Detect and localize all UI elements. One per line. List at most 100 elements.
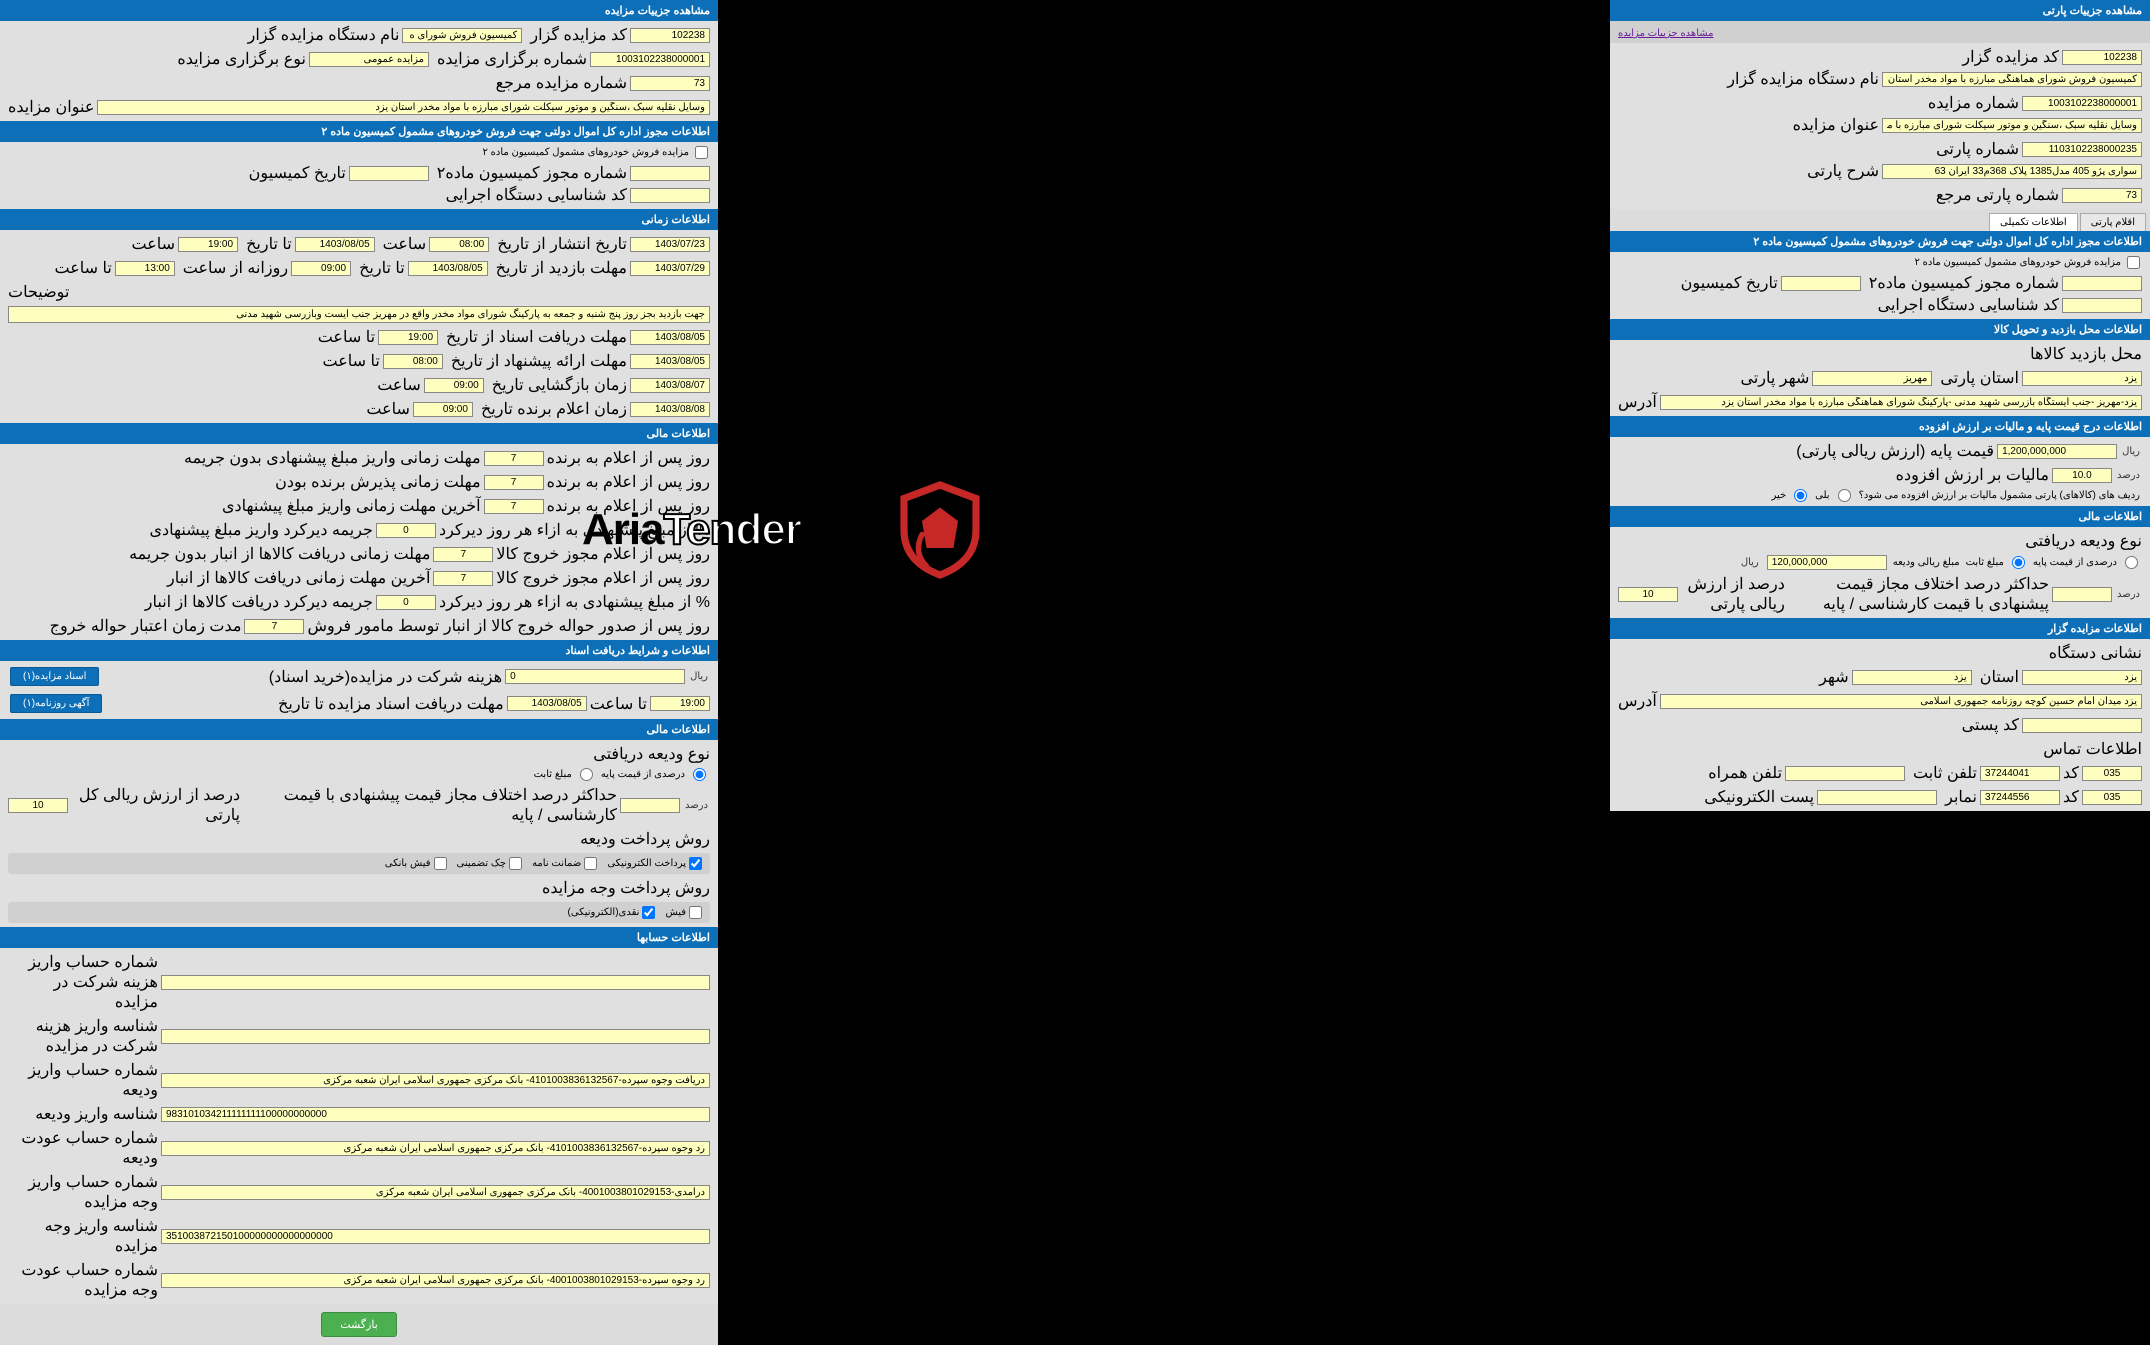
fld-party-no[interactable] [2022, 142, 2142, 157]
fin-fld-4[interactable] [433, 547, 493, 562]
lbl-open-date: زمان بازگشایی تاریخ [492, 375, 627, 395]
l-radio-pct[interactable] [693, 768, 706, 781]
unit-pct2: درصد [2117, 589, 2140, 600]
fld-acct-fee-id[interactable] [161, 1029, 710, 1044]
fld-vat[interactable] [2052, 468, 2112, 483]
fld-org[interactable] [1882, 72, 2142, 87]
details-link[interactable]: مشاهده جزییات مزایده [1618, 28, 1714, 39]
fld-code1[interactable] [2082, 766, 2142, 781]
fld-deposit-id[interactable] [161, 1107, 710, 1122]
radio-pct[interactable] [2125, 556, 2138, 569]
l-fld-ref[interactable] [630, 76, 710, 91]
fld-max-diff-l[interactable] [620, 798, 680, 813]
lbl-daily-from: روزانه از ساعت [183, 258, 288, 278]
fld-province[interactable] [2022, 371, 2142, 386]
fld-doc-deadline-date[interactable] [507, 696, 587, 711]
fld-postal[interactable] [2022, 718, 2142, 733]
btn-news[interactable]: آگهی روزنامه(۱) [10, 694, 102, 713]
fld-lic-date[interactable] [1781, 276, 1861, 291]
fin-fld-7[interactable] [244, 619, 304, 634]
fld-party-desc[interactable] [1882, 164, 2142, 179]
fld-pct-party[interactable] [8, 798, 68, 813]
tab-info[interactable]: اطلاعات تکمیلی [1989, 213, 2078, 231]
fld-max-diff[interactable] [1618, 587, 1678, 602]
fld-acct-fee-no[interactable] [161, 975, 710, 990]
l-fld-org[interactable] [402, 28, 522, 43]
fin-fld-3[interactable] [376, 523, 436, 538]
l-radio-fixed[interactable] [580, 768, 593, 781]
chk-elec[interactable] [689, 857, 702, 870]
fld-auction-acct[interactable] [161, 1185, 710, 1200]
l-fld-lic-date[interactable] [349, 166, 429, 181]
fld-email[interactable] [1817, 790, 1937, 805]
fld-refund-acct[interactable] [161, 1141, 710, 1156]
fin-fld-1[interactable] [484, 475, 544, 490]
fld-acct-deposit[interactable] [161, 1073, 710, 1088]
fld-city[interactable] [1812, 371, 1932, 386]
chk-cheque[interactable] [509, 857, 522, 870]
fin-fld-5[interactable] [433, 571, 493, 586]
fld-id[interactable] [2062, 50, 2142, 65]
chk-guarantee[interactable] [584, 857, 597, 870]
chk-cash-elec[interactable] [642, 906, 655, 919]
fld-daily-from[interactable] [291, 261, 351, 276]
fld-max-diff2[interactable] [2052, 587, 2112, 602]
fld-city2[interactable] [1852, 670, 1972, 685]
fld-doc-deadline-time[interactable] [650, 696, 710, 711]
chk-subject[interactable] [2127, 256, 2140, 269]
fld-prov2[interactable] [2022, 670, 2142, 685]
radio-yes[interactable] [1838, 489, 1851, 502]
fld-phone[interactable] [1980, 766, 2060, 781]
fld-submit-to-time[interactable] [383, 354, 443, 369]
fld-pub-to-time[interactable] [178, 237, 238, 252]
radio-fixed[interactable] [2012, 556, 2025, 569]
fld-code2[interactable] [2082, 790, 2142, 805]
btn-back[interactable]: بازگشت [321, 1312, 397, 1337]
fld-winner-time[interactable] [413, 402, 473, 417]
fld-mobile[interactable] [1785, 766, 1905, 781]
fin-fld-0[interactable] [484, 451, 544, 466]
tab-items[interactable]: اقلام پارتی [2080, 213, 2146, 231]
fld-addr2[interactable] [1660, 694, 2142, 709]
btn-docs[interactable]: اسناد مزایده(۱) [10, 667, 99, 686]
chk-slip[interactable] [689, 906, 702, 919]
fld-pub-date[interactable] [630, 237, 710, 252]
fld-doc-from[interactable] [630, 330, 710, 345]
fld-auction-refund[interactable] [161, 1273, 710, 1288]
l-chk-subject[interactable] [695, 146, 708, 159]
fin-fld-2[interactable] [484, 499, 544, 514]
fld-submit-from[interactable] [630, 354, 710, 369]
fld-visit-from[interactable] [630, 261, 710, 276]
radio-no[interactable] [1794, 489, 1807, 502]
fld-daily-to[interactable] [115, 261, 175, 276]
fld-pub-time[interactable] [429, 237, 489, 252]
l-fld-lic-no[interactable] [630, 166, 710, 181]
fld-exec-code[interactable] [2062, 298, 2142, 313]
fld-deposit-amt[interactable] [1767, 555, 1887, 570]
fld-lic-no[interactable] [2062, 276, 2142, 291]
fin-fld-6[interactable] [376, 595, 436, 610]
fld-auction-id[interactable] [161, 1229, 710, 1244]
lbl-notes: توضیحات [8, 282, 69, 302]
fld-title[interactable] [1882, 118, 2142, 133]
fld-doc-to-time[interactable] [378, 330, 438, 345]
fld-ref[interactable] [2062, 188, 2142, 203]
fld-open-time[interactable] [424, 378, 484, 393]
hdr-financial-r: اطلاعات مالی [1610, 506, 2150, 527]
fld-open-date[interactable] [630, 378, 710, 393]
l-fld-title[interactable] [97, 100, 710, 115]
l-fld-type[interactable] [309, 52, 429, 67]
fld-address[interactable] [1660, 395, 2142, 410]
l-lbl-org: نام دستگاه مزایده گزار [248, 25, 400, 45]
fld-winner-date[interactable] [630, 402, 710, 417]
fld-participate-fee[interactable] [505, 669, 685, 684]
fld-pub-to-date[interactable] [295, 237, 375, 252]
chk-bank-slip[interactable] [434, 857, 447, 870]
fld-base-price[interactable] [1997, 444, 2117, 459]
fld-fax[interactable] [1980, 790, 2060, 805]
l-fld-id[interactable] [630, 28, 710, 43]
l-fld-exec-code[interactable] [630, 188, 710, 203]
fld-visit-to[interactable] [408, 261, 488, 276]
fld-auction-no[interactable] [2022, 96, 2142, 111]
l-fld-auction-no[interactable] [590, 52, 710, 67]
